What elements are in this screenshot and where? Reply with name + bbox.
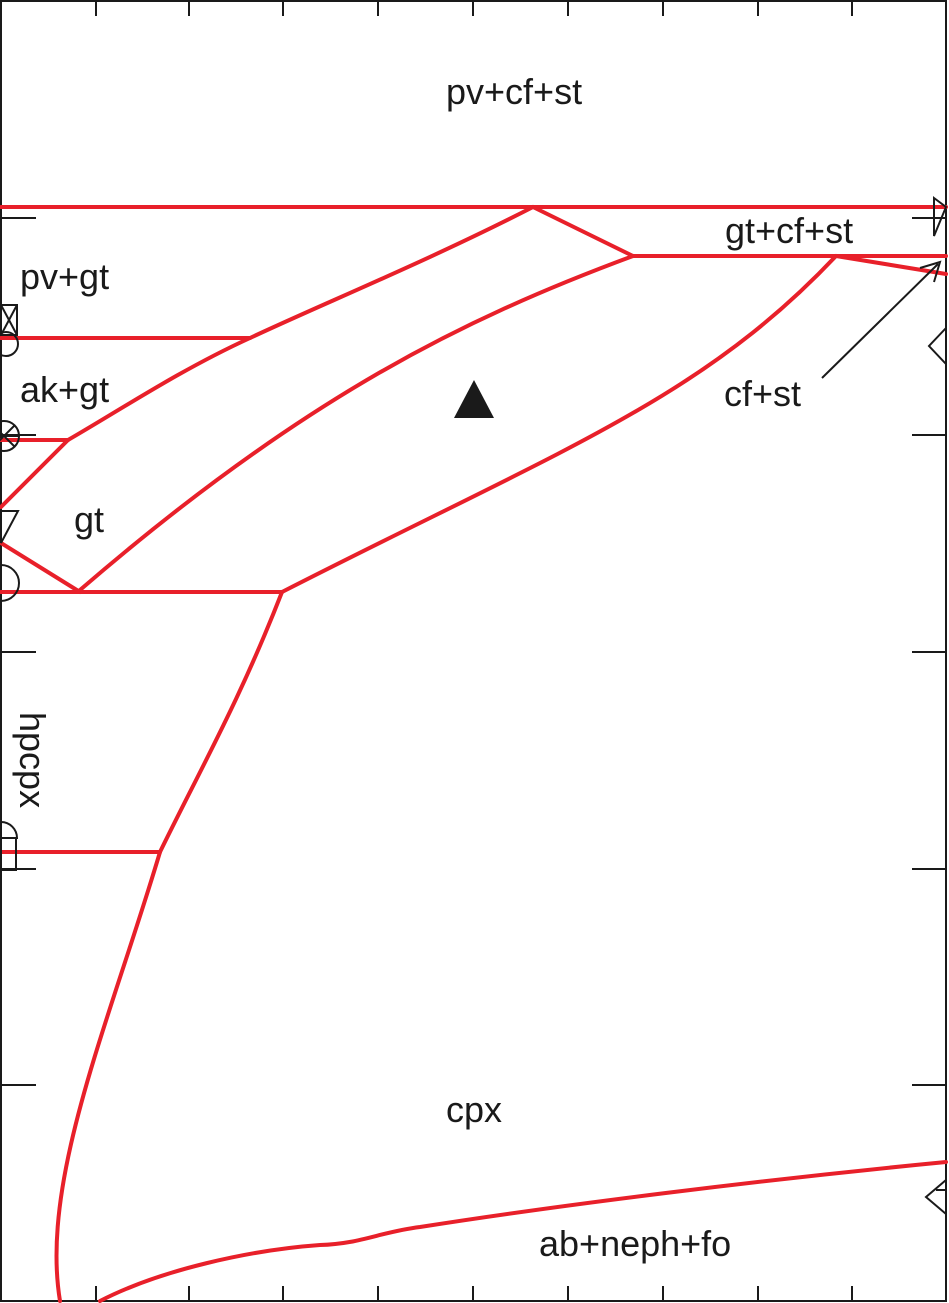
phase-boundaries (0, 205, 948, 1303)
boundary-gt-cf-st-top (531, 205, 635, 258)
boundary-triangle-right (280, 254, 838, 594)
label-hpcpx: hpcpx (12, 712, 53, 808)
label-gt-cf-st: gt+cf+st (725, 210, 853, 251)
cf-st-arrow (821, 260, 942, 379)
square-symbol (0, 837, 17, 871)
left-ticks (1, 217, 36, 1086)
boundary-triangle-upper-left (78, 254, 635, 592)
boundary-hpcpx-right (158, 590, 284, 854)
half-circle-symbol (0, 564, 20, 602)
left-axis-symbols (0, 304, 20, 871)
down-triangle-symbol (0, 510, 20, 544)
half-circle-symbol-lower (0, 821, 19, 839)
label-cf-st: cf+st (724, 373, 801, 414)
label-pv-gt: pv+gt (20, 256, 109, 297)
circled-x-symbol (0, 420, 20, 452)
boxed-x-symbol (0, 304, 19, 357)
label-gt: gt (74, 499, 104, 540)
right-triangle-symbol (933, 196, 948, 237)
boundary-gt-upper (0, 205, 535, 509)
right-axis-symbols (924, 196, 948, 1217)
boundary-cpx-left (54, 850, 162, 1303)
label-pv-cf-st: pv+cf+st (446, 71, 582, 112)
label-ab-neph-fo: ab+neph+fo (539, 1223, 731, 1264)
label-cpx: cpx (446, 1089, 502, 1130)
left-diamond-symbol (927, 325, 947, 367)
label-ak-gt: ak+gt (20, 369, 109, 410)
boundary-cf-st-wedge (834, 254, 948, 276)
right-ticks (912, 217, 946, 1086)
left-triangle-symbol (924, 1177, 947, 1217)
boundary-ab-neph-fo (98, 1160, 948, 1303)
top-ticks (95, 1, 853, 16)
filled-triangle-marker (454, 380, 494, 418)
boundary-gt-lower-wedge (0, 541, 82, 594)
bottom-ticks (95, 1286, 853, 1301)
